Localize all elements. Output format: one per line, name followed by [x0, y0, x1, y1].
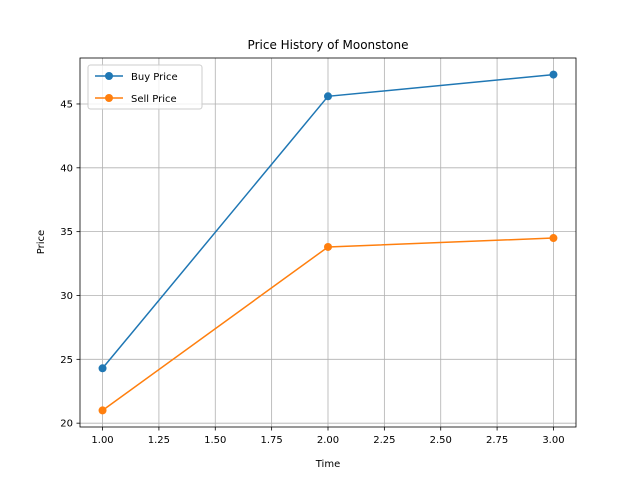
legend-label-buy-price: Buy Price — [131, 72, 178, 83]
y-tick-label: 20 — [60, 419, 73, 430]
x-tick-label: 1.50 — [204, 435, 226, 446]
x-tick-label: 2.25 — [373, 435, 395, 446]
x-tick-label: 2.50 — [430, 435, 452, 446]
y-tick-label: 35 — [60, 227, 73, 238]
x-axis-ticks: 1.00 1.25 1.50 1.75 2.00 2.25 2.50 2.75 3.00 — [91, 427, 565, 446]
x-tick-label: 1.25 — [148, 435, 170, 446]
data-point-buy-price — [98, 364, 107, 373]
y-axis-ticks: 20 25 30 35 40 45 — [60, 99, 80, 430]
legend: Buy Price Sell Price — [87, 64, 203, 110]
chart-title: Price History of Moonstone — [248, 38, 409, 52]
y-tick-label: 30 — [60, 291, 73, 302]
x-tick-label: 1.75 — [261, 435, 283, 446]
legend-label-sell-price: Sell Price — [131, 94, 177, 105]
y-tick-label: 25 — [60, 355, 73, 366]
data-point-sell-price — [98, 406, 107, 415]
y-axis-label: Price — [36, 230, 47, 254]
data-point-sell-price — [549, 234, 558, 243]
x-tick-label: 2.75 — [486, 435, 508, 446]
data-point-buy-price — [549, 70, 558, 79]
grid-lines — [80, 58, 576, 427]
x-tick-label: 3.00 — [542, 435, 564, 446]
x-tick-label: 2.00 — [317, 435, 339, 446]
data-point-sell-price — [324, 242, 332, 251]
legend-marker-sell-price — [105, 94, 113, 102]
series-layer — [98, 70, 558, 415]
x-tick-label: 1.00 — [91, 435, 113, 446]
y-tick-label: 45 — [60, 99, 73, 110]
legend-marker-buy-price — [105, 72, 113, 80]
x-axis-label: Time — [315, 459, 340, 470]
data-point-buy-price — [324, 92, 332, 101]
y-tick-label: 40 — [60, 163, 73, 174]
